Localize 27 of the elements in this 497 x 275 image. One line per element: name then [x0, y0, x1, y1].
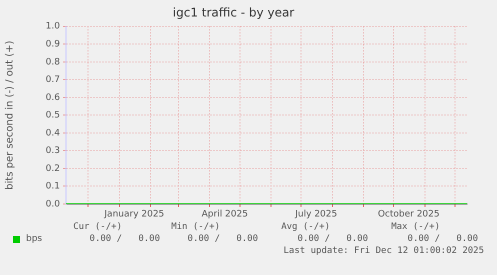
y-tick-label: 0.7: [46, 75, 60, 86]
text: 0.00 / 0.00: [296, 234, 368, 244]
text: 0.00 / 0.00: [88, 234, 160, 244]
y-tick-label: 0.4: [46, 128, 60, 138]
x-tick-label: April 2025: [202, 210, 248, 220]
y-axis-title: bits per second in (-) / out (+): [4, 40, 16, 190]
x-tick-label: July 2025: [294, 210, 338, 220]
text: 0.00 / 0.00: [188, 234, 258, 244]
chart-title: igc1 traffic - by year: [172, 5, 294, 20]
text: Min (-/+): [170, 222, 220, 232]
y-tick-label: 0.9: [46, 40, 60, 50]
text: Last update: Fri Dec 12 01:00:02 2025: [284, 246, 484, 256]
y-tick-label: 0.0: [46, 199, 60, 210]
y-tick-label: 0.2: [46, 164, 60, 174]
text: Avg (-/+): [280, 222, 330, 232]
y-tick-label: 1.0: [46, 22, 60, 32]
y-tick-label: 0.5: [46, 110, 60, 121]
x-tick-label: October 2025: [378, 210, 440, 220]
y-tick-label: 0.8: [46, 57, 60, 68]
y-tick-label: 0.1: [46, 182, 60, 192]
x-tick-label: January 2025: [103, 210, 164, 220]
y-tick-label: 0.3: [46, 146, 60, 156]
y-tick-label: 0.6: [46, 92, 60, 103]
legend-label: bps: [26, 234, 42, 244]
text: 0.00 / 0.00: [406, 234, 478, 244]
text: Max (-/+): [390, 222, 440, 232]
text: Cur (-/+): [72, 222, 122, 232]
